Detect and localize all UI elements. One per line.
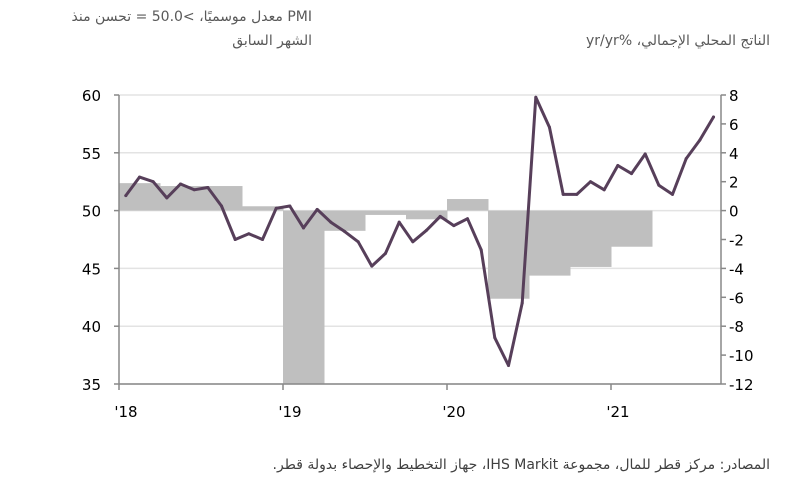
pmi-point [247,232,251,236]
pmi-point [206,185,210,189]
pmi-point [507,364,510,368]
gdp-bar [242,206,284,211]
left-tick-label: 40 [82,318,101,336]
pmi-point [302,226,305,230]
x-tick-label: '18 [114,403,137,421]
x-tick-label: '19 [278,403,301,421]
pmi-point [616,164,620,168]
pmi-point [261,238,264,241]
pmi-point [370,264,374,268]
gdp-axis-title: الناتج المحلي الإجمالي، %yr/yr [586,33,770,49]
pmi-point [411,240,415,244]
pmi-point [438,214,442,218]
pmi-point [397,220,401,224]
pmi-axis-title: PMI معدل موسميًا، >50.0 = تحسن منذ [71,9,312,25]
pmi-point [479,248,483,252]
gdp-bar [447,199,489,211]
pmi-point [220,204,223,208]
pmi-point [671,192,674,196]
pmi-point [384,251,387,255]
pmi-point [288,204,292,208]
pmi-point [589,180,592,184]
gdp-bar [611,210,653,247]
left-tick-label: 45 [82,260,101,278]
pmi-point [425,228,428,232]
pmi-point [343,229,346,233]
pmi-point [138,175,141,179]
right-tick-label: -6 [729,289,744,307]
right-tick-label: -2 [729,232,744,250]
pmi-point [575,192,579,196]
right-tick-label: 2 [729,174,739,192]
pmi-point [548,125,551,129]
source-note: المصادر: مركز قطر للمال، مجموعة IHS Mark… [272,457,770,473]
pmi-point [452,224,456,228]
pmi-point [151,180,155,184]
pmi-point [233,238,237,241]
pmi-line [124,95,715,367]
x-tick-label: '20 [442,403,465,421]
pmi-point [165,196,169,200]
right-tick-label: 6 [729,116,739,134]
gdp-bar [283,210,325,384]
pmi-point [356,240,360,244]
pmi-point [657,183,661,187]
pmi-point [493,336,497,340]
pmi-point [466,217,469,221]
gdp-bar [365,210,407,215]
left-tick-label: 35 [82,376,101,394]
gdp-bar [406,210,448,220]
left-tick-label: 50 [82,203,101,221]
right-tick-label: 8 [729,87,739,105]
right-tick-label: -4 [729,260,744,278]
pmi-point [179,182,182,186]
right-tick-label: -12 [729,376,754,394]
pmi-point [561,192,565,196]
pmi-point [329,220,333,224]
pmi-point [712,115,715,119]
pmi-point [124,194,128,198]
pmi-axis-title-line2: الشهر السابق [232,33,312,49]
pmi-point [534,95,538,99]
pmi-point [274,206,278,210]
right-tick-label: 4 [729,145,739,163]
pmi-point [630,172,633,176]
pmi-point [192,188,196,192]
left-tick-label: 60 [82,87,101,105]
pmi-point [520,301,524,305]
pmi-point [315,207,319,211]
pmi-point [643,152,647,156]
pmi-point [698,138,702,142]
left-tick-label: 55 [82,145,101,163]
gdp-bar [570,210,612,267]
right-tick-label: -8 [729,318,744,336]
right-tick-label: 0 [729,203,739,221]
x-tick-label: '21 [606,403,629,421]
pmi-point [684,157,688,161]
pmi-point [602,188,606,192]
gdp-bar [529,210,571,276]
right-tick-label: -10 [729,347,754,365]
